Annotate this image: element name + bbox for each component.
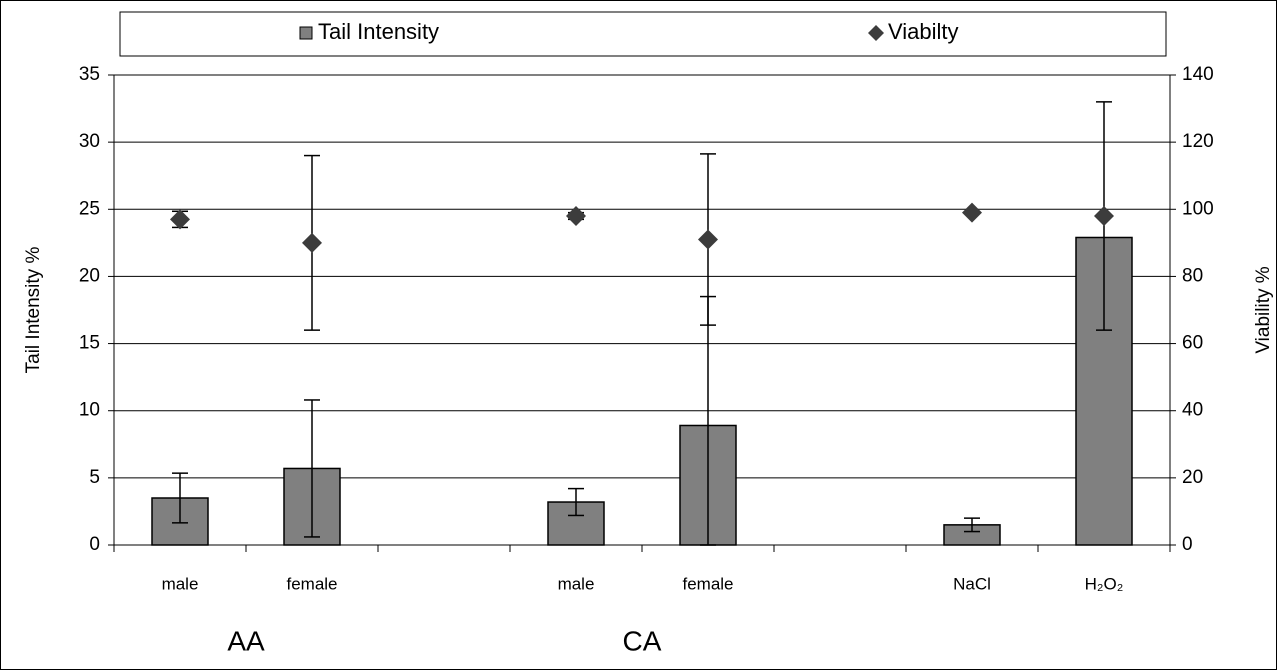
x-tick-label: NaCl xyxy=(953,574,991,593)
y-tick-label: 15 xyxy=(79,333,100,354)
legend-box xyxy=(119,11,1167,57)
group-label: CA xyxy=(623,625,662,656)
x-tick-label: H₂O₂ xyxy=(1085,574,1124,593)
y-tick-label: 10 xyxy=(79,400,100,421)
bar xyxy=(547,501,605,546)
y2-tick-label: 20 xyxy=(1182,467,1203,488)
y-tick-label: 35 xyxy=(79,64,100,85)
x-tick-label: female xyxy=(286,574,337,593)
y2-axis-label: Viability % xyxy=(1253,266,1274,353)
y-tick-label: 25 xyxy=(79,198,100,219)
marker xyxy=(302,232,322,253)
x-tick-label: male xyxy=(558,574,595,593)
y2-tick-label: 100 xyxy=(1182,198,1214,219)
marker xyxy=(698,229,718,250)
legend-swatch xyxy=(868,25,884,41)
error-bar xyxy=(964,517,980,533)
y2-tick-label: 60 xyxy=(1182,333,1203,354)
legend-label: Tail Intensity xyxy=(318,19,439,44)
y-tick-label: 20 xyxy=(79,265,100,286)
x-tick-label: male xyxy=(162,574,199,593)
x-tick-label: female xyxy=(682,574,733,593)
y2-tick-label: 120 xyxy=(1182,131,1214,152)
error-bar xyxy=(568,487,584,517)
y2-tick-label: 140 xyxy=(1182,64,1214,85)
y2-tick-label: 0 xyxy=(1182,534,1193,555)
y2-tick-label: 80 xyxy=(1182,265,1203,286)
marker xyxy=(1094,206,1114,226)
group-label: AA xyxy=(227,625,265,656)
y-tick-label: 30 xyxy=(79,131,100,152)
marker xyxy=(962,202,982,223)
y2-tick-label: 40 xyxy=(1182,400,1203,421)
legend-swatch xyxy=(299,26,313,40)
error-bar xyxy=(304,399,320,538)
error-bar xyxy=(172,472,188,524)
y-axis-label: Tail Intensity % xyxy=(23,247,44,374)
y-tick-label: 0 xyxy=(89,534,100,555)
marker xyxy=(170,209,190,230)
y-tick-label: 5 xyxy=(89,467,100,488)
marker xyxy=(566,206,586,226)
legend-label: Viabilty xyxy=(888,19,959,44)
